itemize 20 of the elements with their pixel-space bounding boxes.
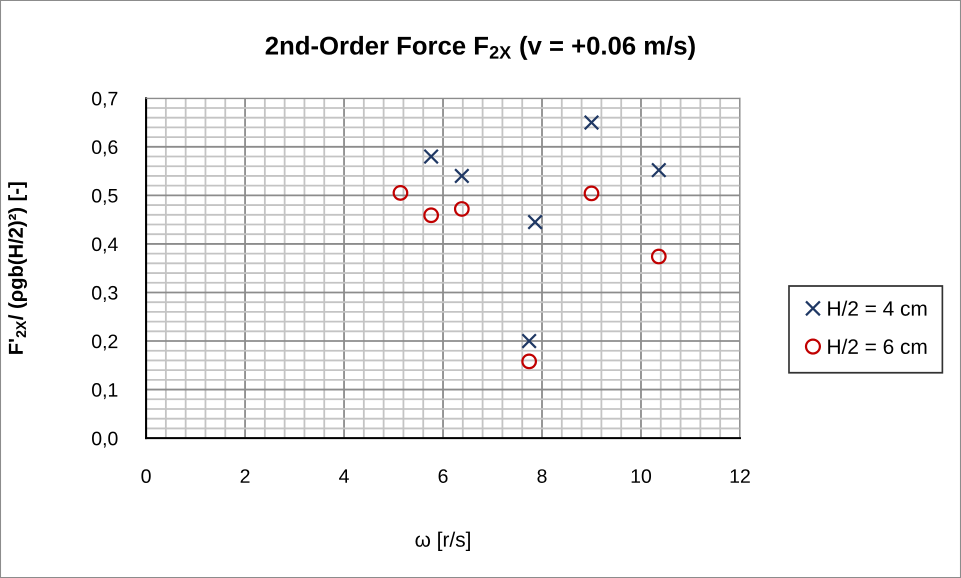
x-axis-title: ω [r/s] — [415, 532, 470, 552]
y-axis-title: F'$_{2X}$/ (ρgb(H/2)²) [-] — [8, 182, 28, 354]
y-tick-label: 0,6 — [92, 140, 118, 156]
x-tick-label: 10 — [632, 469, 652, 483]
y-tick-label: 0,0 — [92, 432, 118, 448]
x-tick-label: 2 — [240, 469, 250, 483]
chart-title: 2nd-Order Force F$_{2X}$ (v = +0.06 m/s) — [266, 36, 695, 60]
y-tick-label: 0,1 — [92, 383, 118, 400]
x-tick-label: 0 — [141, 469, 151, 483]
y-tick-label: 0,7 — [92, 92, 118, 108]
x-tick-label: 12 — [730, 469, 750, 483]
y-tick-label: 0,5 — [92, 188, 118, 205]
x-tick-label: 4 — [339, 469, 349, 483]
y-tick-label: 0,4 — [92, 237, 118, 254]
y-tick-label: 0,3 — [92, 286, 118, 302]
x-tick-label: 6 — [438, 469, 448, 483]
legend-label: H/2 = 4 cm — [828, 300, 926, 316]
x-tick-label: 8 — [537, 469, 547, 483]
legend-label: H/2 = 6 cm — [828, 338, 926, 354]
y-tick-label: 0,2 — [92, 334, 118, 351]
